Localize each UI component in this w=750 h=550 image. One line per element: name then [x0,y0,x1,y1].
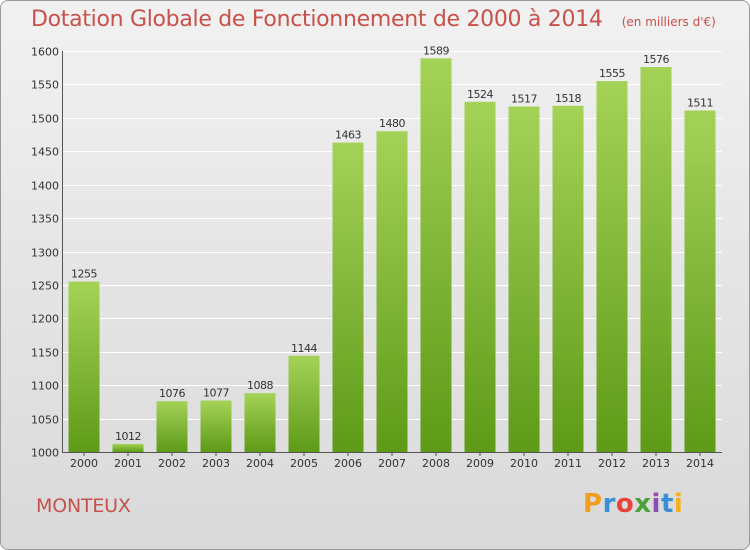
bar-2008 [420,58,452,453]
bar-2002 [156,401,188,452]
y-tick-label: 1450 [31,146,59,159]
bar-2007 [376,131,408,452]
data-label: 1077 [203,387,229,400]
y-tick-label: 1600 [31,46,59,59]
x-tick-label: 2001 [114,457,142,470]
x-tick-label: 2004 [246,457,274,470]
bar-2006 [332,142,364,453]
data-label: 1255 [71,268,97,281]
data-label: 1518 [555,92,581,105]
data-label: 1088 [247,379,273,392]
x-tick-label: 2000 [70,457,98,470]
x-tick-label: 2014 [686,457,714,470]
data-label: 1589 [423,44,449,57]
x-tick-label: 2003 [202,457,230,470]
bar-2013 [640,67,672,452]
logo-letter: o [615,489,635,519]
proxiti-logo: Proxiti [583,489,683,519]
x-tick-label: 2009 [466,457,494,470]
data-label: 1517 [511,92,537,105]
x-tick-label: 2013 [642,457,670,470]
x-tick-label: 2008 [422,457,450,470]
y-tick-label: 1150 [31,347,59,360]
data-label: 1511 [687,96,713,109]
label-layer: 1255 1012 1076 1077 1088 1144 1463 1480 1589 1524… [71,44,714,443]
y-tick-label: 1550 [31,79,59,92]
y-tick-label: 1100 [31,380,59,393]
chart-unit-note: (en milliers d'€) [621,15,716,29]
axis-layer: 1000 1050 1100 1150 1200 1250 1300 1350 1400 1450… [31,46,722,470]
bar-2009 [464,101,496,452]
y-tick-label: 1350 [31,213,59,226]
logo-letter: t [660,489,674,519]
x-tick-label: 2006 [334,457,362,470]
chart-title: Dotation Globale de Fonctionnement de 20… [31,7,603,32]
bar-2001 [112,443,144,452]
x-tick-label: 2012 [598,457,626,470]
bar-2005 [288,355,320,452]
data-label: 1480 [379,117,405,130]
data-label: 1463 [335,129,361,142]
bar-2011 [552,105,584,452]
y-tick-label: 1400 [31,180,59,193]
bar-2012 [596,81,628,452]
data-label: 1076 [159,387,185,400]
data-label: 1576 [643,53,669,66]
x-tick-label: 2002 [158,457,186,470]
x-tick-label: 2005 [290,457,318,470]
y-tick-label: 1500 [31,113,59,126]
bar-2003 [200,400,232,452]
bar-2010 [508,106,540,452]
data-label: 1555 [599,67,625,80]
x-tick-label: 2010 [510,457,538,470]
y-tick-label: 1300 [31,247,59,260]
bar-layer [68,58,716,453]
commune-name: MONTEUX [36,495,131,517]
x-tick-label: 2007 [378,457,406,470]
y-tick-label: 1050 [31,414,59,427]
y-tick-label: 1250 [31,280,59,293]
logo-letter: r [602,489,616,519]
data-label: 1144 [291,342,317,355]
bar-2004 [244,393,276,452]
data-label: 1524 [467,88,493,101]
bar-2014 [684,110,716,453]
y-tick-label: 1200 [31,313,59,326]
logo-letter: i [651,489,661,519]
logo-letter: P [583,489,603,519]
title-row: Dotation Globale de Fonctionnement de 20… [31,7,716,32]
y-tick-label: 1000 [31,447,59,460]
logo-letter: i [673,489,684,519]
bar-2000 [68,281,100,452]
data-label: 1012 [115,430,141,443]
logo-letter: x [634,489,652,519]
x-tick-label: 2011 [554,457,582,470]
